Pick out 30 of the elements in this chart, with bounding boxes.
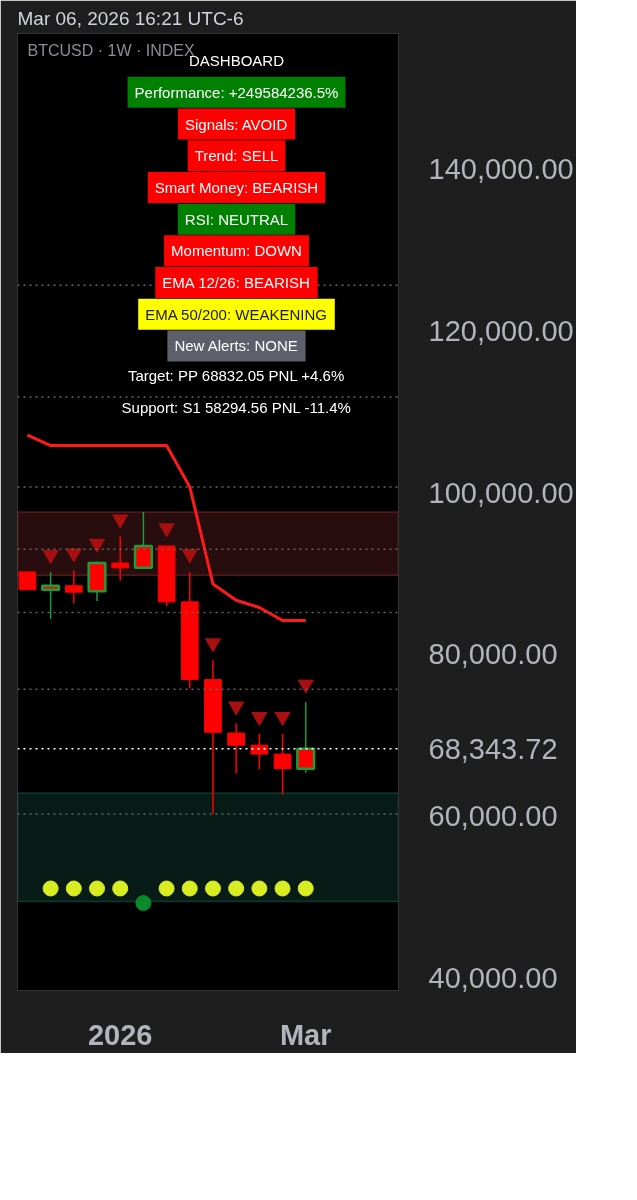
annotation: EMA 50/200: WEAKENING (145, 305, 327, 323)
y-tick-label: 120,000.00 (428, 314, 574, 347)
annotation: Target: PP 68832.05 PNL +4.6% (127, 367, 345, 385)
candlestick (227, 722, 246, 775)
line-series (25, 433, 308, 622)
annotation: RSI: NEUTRAL (184, 210, 289, 228)
annotation: Trend: SELL (194, 147, 279, 165)
candlestick (133, 511, 153, 570)
annotation: Support: S1 58294.56 PNL -11.4% (121, 399, 351, 417)
candlestick (41, 571, 61, 620)
y-tick-label: 40,000.00 (428, 962, 558, 995)
y-tick-label: 100,000.00 (428, 476, 574, 509)
annotation: New Alerts: NONE (174, 337, 298, 355)
chart-subtitle: Mar 06, 2026 16:21 UTC-6 (17, 7, 244, 29)
annotation: Smart Money: BEARISH (154, 178, 319, 196)
y-tick-label: 140,000.00 (428, 152, 574, 185)
annotation: EMA 12/26: BEARISH (162, 274, 310, 292)
y-tick-label: 60,000.00 (428, 800, 558, 833)
x-tick-label: 2026 (87, 1018, 153, 1051)
candlestick (64, 569, 83, 605)
annotation: Performance: +249584236.5% (134, 83, 339, 101)
candlestick (273, 733, 292, 796)
y-tick-label: 80,000.00 (428, 638, 558, 671)
x-tick-label: Mar (279, 1018, 332, 1051)
candlestick (250, 733, 269, 771)
candlestick (111, 535, 130, 582)
candlestick (296, 701, 316, 774)
ref-line-label: 68,343.72 (428, 732, 558, 765)
annotation: Momentum: DOWN (171, 242, 302, 260)
annotation: Signals: AVOID (184, 115, 288, 133)
